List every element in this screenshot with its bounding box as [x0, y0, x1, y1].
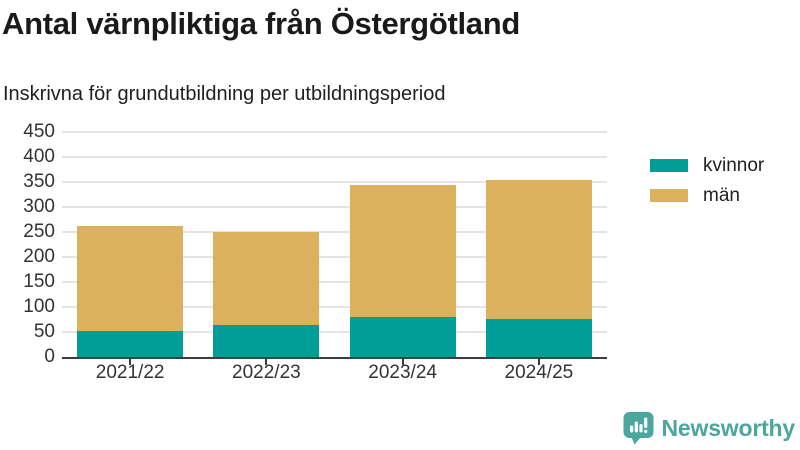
x-axis-labels: 2021/22 2022/23 2023/24 2024/25 [62, 362, 607, 386]
kvinnor-color-swatch [650, 159, 688, 172]
newsworthy-logo: Newsworthy [622, 411, 795, 445]
bar-2024-25-män [485, 180, 592, 319]
y-label-150: 150 [23, 271, 55, 292]
y-label-100: 100 [23, 296, 55, 317]
x-label-2023-24: 2023/24 [368, 362, 437, 383]
bar-2022-23-män [213, 232, 320, 325]
gridline-250 [62, 231, 607, 233]
bar-2021-22-kvinnor [77, 330, 184, 357]
legend-item-kvinnor: kvinnor [650, 156, 764, 175]
y-label-300: 300 [23, 196, 55, 217]
x-tick-2022-23 [265, 359, 268, 365]
man-color-swatch [650, 189, 688, 202]
gridline-50 [62, 331, 607, 333]
gridline-400 [62, 156, 607, 158]
chart-subtitle: Inskrivna för grundutbildning per utbild… [3, 83, 446, 105]
y-label-200: 200 [23, 246, 55, 267]
gridline-150 [62, 281, 607, 283]
legend-label-man: män [703, 185, 740, 206]
gridline-200 [62, 256, 607, 258]
x-label-2024-25: 2024/25 [504, 362, 574, 383]
bar-2023-24-män [349, 184, 456, 317]
legend: kvinnor män [650, 156, 764, 216]
y-label-400: 400 [23, 146, 55, 167]
plot-area [62, 131, 607, 365]
newsworthy-bars-bubble-icon [623, 412, 654, 445]
x-tick-2023-24 [401, 359, 404, 365]
x-tick-2024-25 [537, 359, 540, 365]
x-tick-2021-22 [129, 359, 132, 365]
gridline-300 [62, 206, 607, 208]
y-label-50: 50 [33, 321, 55, 342]
x-label-2021-22: 2021/22 [95, 362, 165, 383]
y-label-450: 450 [23, 121, 55, 142]
brand-name: Newsworthy [661, 414, 796, 441]
bar-2021-22-män [77, 226, 184, 331]
gridline-350 [62, 181, 607, 183]
bar-2023-24-kvinnor [349, 317, 456, 357]
legend-item-man: män [650, 186, 764, 205]
y-label-250: 250 [23, 221, 55, 242]
x-axis-line [62, 356, 607, 359]
chart-title: Antal värnpliktiga från Östergötland [2, 6, 521, 41]
gridline-450 [62, 131, 607, 133]
bar-2024-25-kvinnor [485, 318, 592, 357]
y-label-350: 350 [23, 171, 55, 192]
bar-2022-23-kvinnor [213, 325, 320, 357]
y-axis-labels: 0 50 100 150 200 250 300 350 400 450 [0, 121, 55, 367]
gridline-100 [62, 306, 607, 308]
legend-label-kvinnor: kvinnor [703, 155, 765, 176]
x-label-2022-23: 2022/23 [232, 362, 301, 383]
y-label-0: 0 [44, 346, 55, 367]
